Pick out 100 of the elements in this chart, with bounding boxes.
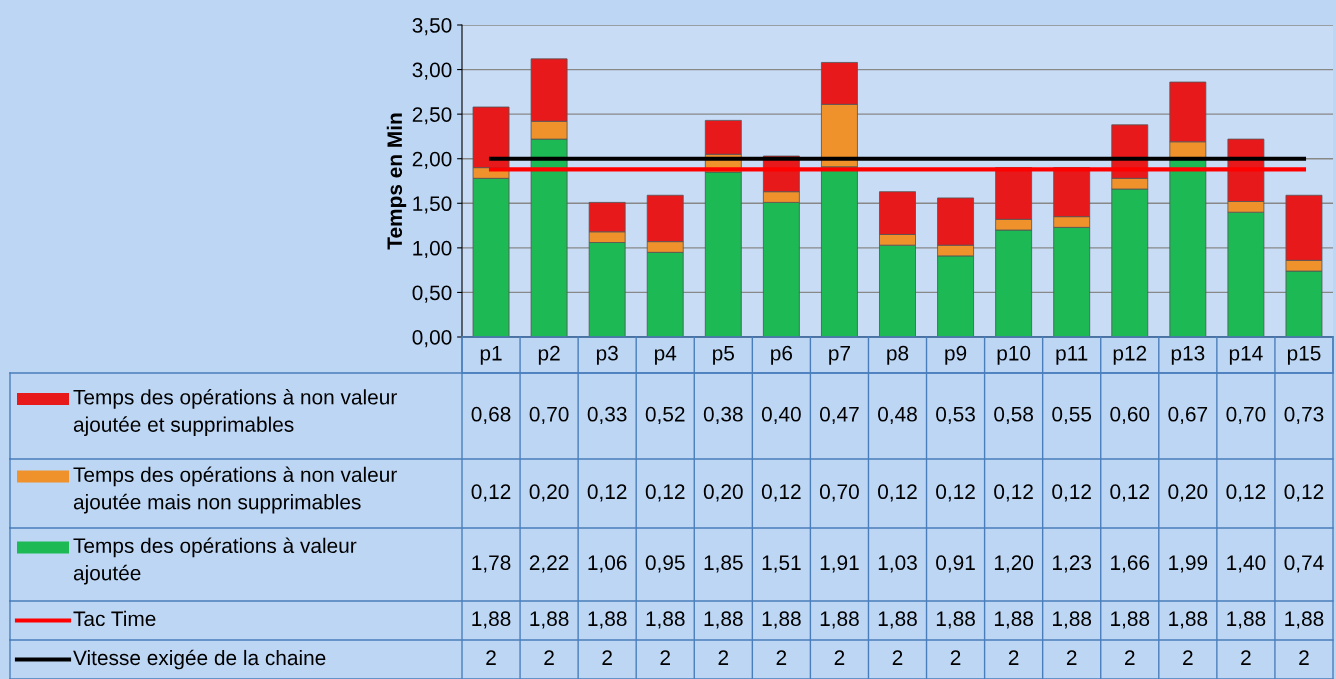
y-axis-title: Temps en Min [386,113,407,250]
data-label: 0,12 [1110,484,1149,502]
data-label: 0,20 [703,484,743,502]
data-label: 0,73 [1284,406,1324,425]
x-tick-label: p11 [1056,346,1088,365]
x-tick-label: p10 [997,345,1031,365]
data-label: 0,40 [761,406,801,425]
data-label: 1,78 [472,555,511,573]
data-label: 0,70 [819,484,859,502]
data-label: 0,48 [878,406,917,425]
data-label: 1,85 [704,555,743,573]
data-label: 1,51 [762,555,801,573]
bar [1169,159,1207,337]
data-label: 0,55 [1052,406,1092,425]
data-label: 1,91 [820,555,859,573]
y-tick-label: 1,50 [413,196,452,214]
data-label: 1,88 [1285,611,1324,629]
y-tick-label: 0,00 [412,330,452,348]
data-label: 2,22 [529,555,569,573]
data-label: 1,99 [1169,555,1208,573]
data-label: 2 [950,650,961,665]
data-label: 1,88 [994,611,1033,629]
data-label: 1,88 [878,611,917,629]
data-label: 0,12 [471,484,511,502]
y-tick-label: 1,00 [413,240,452,259]
x-tick-label: p2 [538,345,560,365]
x-tick-label: p15 [1287,346,1321,365]
data-label: 0,58 [994,406,1033,425]
data-label: 1,88 [1053,611,1092,629]
data-label: 2 [544,650,554,665]
data-label: 0,38 [703,406,743,425]
data-label: 1,88 [762,611,801,629]
data-label: 1,66 [1111,555,1150,573]
data-label: 0,12 [994,484,1033,502]
legend-label: Temps des opérations à valeur ajoutée [73,537,357,585]
y-tick-label: 2,00 [412,151,452,169]
data-label: 1,40 [1227,555,1266,573]
x-tick-label: p12 [1113,345,1147,365]
data-label: 2 [776,650,787,665]
x-tick-label: p8 [887,345,909,365]
data-label: 1,88 [588,611,627,629]
data-label: 1,88 [1111,611,1150,629]
data-label: 0,12 [1226,484,1266,502]
data-label: 0,12 [878,484,917,502]
data-label: 0,91 [936,555,975,573]
data-label: 2 [486,650,496,665]
data-label: 0,52 [645,406,685,425]
data-label: 2 [892,650,903,665]
data-label: 0,70 [1226,406,1266,425]
data-label: 0,20 [1168,484,1208,502]
data-label: 2 [1299,650,1309,665]
y-tick-label: 3,50 [412,18,452,36]
y-tick-label: 0,50 [412,285,452,303]
data-label: 2 [1125,650,1135,665]
x-tick-label: p6 [771,345,793,365]
data-label: 1,88 [820,611,859,629]
data-label: 1,88 [936,611,975,629]
data-label: 1,23 [1053,555,1092,573]
data-label: 1,06 [588,555,627,573]
data-label: 1,03 [878,555,917,573]
legend-label: Vitesse exigée de la chaine [73,649,326,670]
data-label: 2 [1008,650,1019,665]
data-label: 1,88 [530,611,569,629]
data-label: 0,60 [1110,406,1150,425]
data-label: 0,12 [587,484,627,502]
y-tick-label: 2,50 [412,107,452,125]
data-label: 1,88 [1227,611,1266,629]
legend-label: Temps des opérations à non valeur ajoutée mais non supprimables [73,466,397,514]
x-tick-label: p7 [829,346,850,365]
data-label: 0,53 [936,406,975,425]
data-label: 0,74 [1284,555,1324,573]
data-label: 2 [718,650,729,665]
x-tick-label: p5 [713,346,735,365]
x-tick-label: p1 [480,346,502,365]
x-tick-label: p9 [945,345,967,365]
data-label: 2 [660,650,670,665]
data-label: 1,88 [1169,611,1208,629]
data-label: 0,47 [819,406,859,425]
data-label: 2 [1183,650,1193,665]
data-label: 0,12 [936,484,975,502]
legend-label: Tac Time [73,610,156,627]
data-label: 1,88 [704,611,743,629]
data-label: 0,67 [1168,406,1208,425]
data-label: 0,20 [529,484,569,502]
legend-label: Temps des opérations à non valeur ajoutée et supprimables [73,389,397,436]
y-tick-label: 3,00 [412,62,452,80]
x-tick-label: p14 [1229,346,1263,365]
data-label: 0,12 [1284,484,1324,502]
x-tick-label: p3 [596,345,618,365]
data-label: 0,70 [529,406,569,425]
data-label: 2 [834,650,845,665]
data-label: 2 [1066,650,1077,665]
data-label: 0,33 [587,406,627,425]
data-label: 1,88 [472,611,511,629]
data-label: 0,12 [1052,484,1091,502]
data-label: 2 [602,650,612,665]
data-label: 0,68 [471,406,511,425]
data-label: 0,12 [761,484,801,502]
x-tick-label: p13 [1171,345,1205,365]
data-label: 0,12 [645,484,685,502]
